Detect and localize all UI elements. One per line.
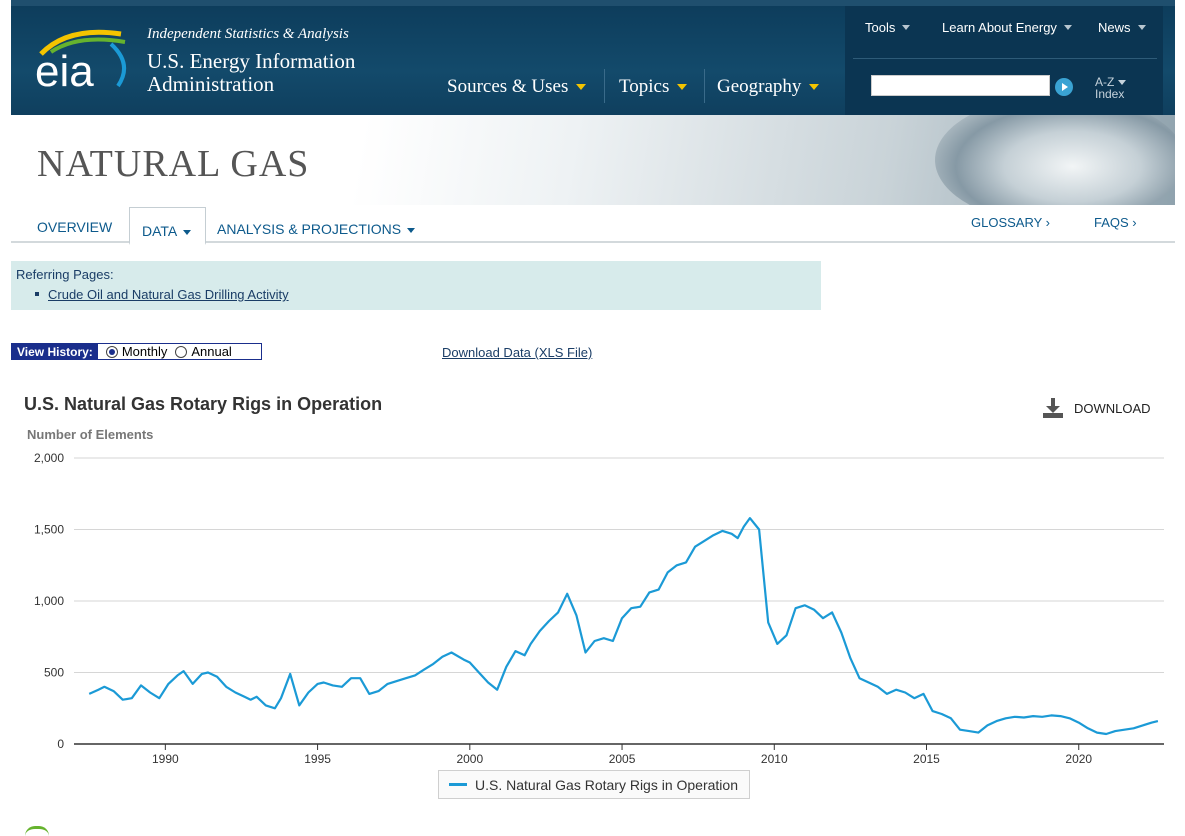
nav-news[interactable]: News: [1098, 20, 1146, 35]
y-tick-label: 1,000: [34, 594, 64, 608]
nav-divider: [704, 69, 705, 103]
chevron-down-icon: [1118, 80, 1127, 86]
y-tick-label: 1,500: [34, 523, 64, 537]
y-tick-label: 2,000: [34, 451, 64, 465]
chevron-down-icon: [809, 84, 820, 90]
nav-sources-uses-label: Sources & Uses: [447, 76, 569, 97]
nav-news-label: News: [1098, 20, 1131, 35]
x-tick-label: 2015: [913, 752, 940, 766]
chevron-down-icon: [1137, 25, 1146, 30]
az-index-link[interactable]: A-Z Index: [1095, 75, 1127, 101]
glossary-link[interactable]: GLOSSARY ›: [971, 215, 1050, 230]
legend-swatch: [449, 783, 467, 786]
index-label: Index: [1095, 87, 1125, 101]
tagline: Independent Statistics & Analysis: [147, 26, 349, 42]
agency-name: U.S. Energy Information Administration: [147, 50, 355, 96]
referring-link[interactable]: Crude Oil and Natural Gas Drilling Activ…: [48, 287, 289, 302]
x-tick-label: 2005: [609, 752, 636, 766]
download-data-link[interactable]: Download Data (XLS File): [442, 345, 593, 360]
chart-title: U.S. Natural Gas Rotary Rigs in Operatio…: [24, 394, 383, 414]
referring-label: Referring Pages:: [16, 267, 114, 282]
chevron-down-icon: [576, 84, 587, 90]
agency-line-2: Administration: [147, 72, 275, 96]
top-strip: [11, 0, 1175, 6]
search-input[interactable]: [871, 75, 1050, 96]
x-tick-label: 1995: [304, 752, 331, 766]
series-line: [88, 517, 1159, 736]
bullet: [35, 292, 39, 296]
monthly-label[interactable]: Monthly: [121, 344, 168, 359]
chart-download-button[interactable]: DOWNLOAD: [1043, 398, 1151, 418]
tab-data-label: DATA: [142, 223, 178, 239]
nav-topics[interactable]: Topics: [619, 76, 688, 98]
footer-logo-fragment: [25, 826, 49, 836]
download-label: DOWNLOAD: [1074, 400, 1151, 416]
gas-burner-image: [935, 115, 1175, 205]
logo-text: eia: [35, 47, 94, 96]
tools-panel: [845, 6, 1163, 115]
az-label: A-Z: [1095, 75, 1115, 89]
history-label: View History:: [12, 344, 98, 359]
chevron-down-icon: [407, 227, 416, 233]
tab-analysis-projections[interactable]: ANALYSIS & PROJECTIONS: [217, 221, 416, 237]
monthly-radio[interactable]: [105, 345, 118, 358]
chevron-down-icon: [1063, 25, 1072, 30]
x-tick-label: 2020: [1065, 752, 1092, 766]
nav-sources-uses[interactable]: Sources & Uses: [447, 76, 587, 98]
chevron-down-icon: [183, 229, 192, 235]
nav-tools[interactable]: Tools: [865, 20, 911, 35]
annual-radio[interactable]: [175, 345, 188, 358]
chevron-down-icon: [902, 25, 911, 30]
x-tick-label: 2010: [761, 752, 788, 766]
panel-divider: [853, 58, 1157, 59]
nav-learn-label: Learn About Energy: [942, 20, 1057, 35]
page-banner: NATURAL GAS: [11, 115, 1175, 205]
tab-overview[interactable]: OVERVIEW: [37, 219, 113, 235]
tab-analysis-label: ANALYSIS & PROJECTIONS: [217, 221, 402, 237]
chevron-down-icon: [677, 84, 688, 90]
nav-topics-label: Topics: [619, 76, 670, 97]
page-title: NATURAL GAS: [37, 143, 310, 185]
y-axis-label: Number of Elements: [27, 427, 154, 442]
nav-tools-label: Tools: [865, 20, 896, 35]
nav-geography[interactable]: Geography: [717, 76, 820, 98]
view-history: View History: Monthly Annual: [11, 343, 262, 360]
nav-geography-label: Geography: [717, 76, 802, 97]
chart-legend[interactable]: U.S. Natural Gas Rotary Rigs in Operatio…: [438, 770, 750, 799]
nav-learn-about-energy[interactable]: Learn About Energy: [942, 20, 1072, 35]
y-tick-label: 0: [57, 737, 64, 751]
search-submit-icon[interactable]: [1055, 78, 1073, 96]
x-tick-label: 2000: [456, 752, 483, 766]
legend-label: U.S. Natural Gas Rotary Rigs in Operatio…: [475, 776, 738, 793]
faqs-link[interactable]: FAQS ›: [1094, 215, 1137, 230]
referring-pages: Referring Pages: Crude Oil and Natural G…: [11, 261, 821, 310]
x-tick-label: 1990: [152, 752, 179, 766]
line-chart: 0 500 1,000 1,500 2,000 1990 1995 2000 2005 2010 2…: [34, 451, 1164, 766]
section-tabs: OVERVIEW DATA ANALYSIS & PROJECTIONS GLO…: [11, 205, 1175, 245]
annual-label[interactable]: Annual: [191, 344, 232, 359]
tab-data[interactable]: DATA: [142, 223, 192, 239]
agency-line-1: U.S. Energy Information: [147, 49, 356, 73]
y-tick-label: 500: [44, 666, 64, 680]
download-icon: [1043, 398, 1063, 418]
eia-logo[interactable]: eia: [33, 24, 133, 96]
nav-divider: [604, 69, 605, 103]
tab-data-active-frame: [129, 207, 206, 245]
